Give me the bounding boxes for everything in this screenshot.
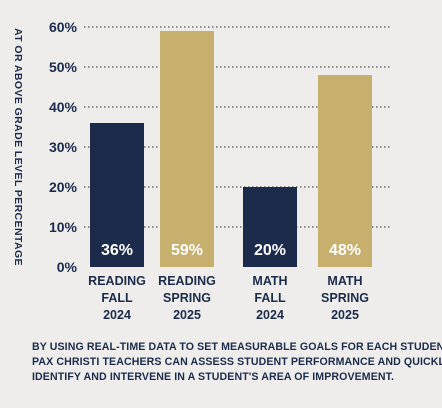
data-label: 59%	[171, 242, 203, 259]
bar	[160, 31, 214, 267]
bar	[243, 187, 297, 267]
caption-line: PAX CHRISTI TEACHERS CAN ASSESS STUDENT …	[32, 356, 442, 368]
caption: BY USING REAL-TIME DATA TO SET MEASURABL…	[32, 340, 442, 385]
caption-line: BY USING REAL-TIME DATA TO SET MEASURABL…	[32, 341, 442, 353]
x-tick-label: SPRING	[321, 291, 369, 305]
x-tick-label: 2025	[173, 308, 201, 322]
x-tick-label: SPRING	[163, 291, 211, 305]
x-tick-label: READING	[158, 274, 216, 288]
bar-chart: 0% 10% 20% 30% 40% 50% 60% AT OR ABOVE GRADE LE…	[12, 19, 390, 322]
x-tick-label: 2024	[103, 308, 131, 322]
data-label: 20%	[254, 242, 286, 259]
y-tick-label: 10%	[49, 219, 78, 235]
y-tick-label: 50%	[49, 59, 78, 75]
y-tick-label: 0%	[57, 259, 78, 275]
y-tick-label: 60%	[49, 19, 78, 35]
x-tick-label: FALL	[101, 291, 133, 305]
data-label: 48%	[329, 242, 361, 259]
y-tick-label: 30%	[49, 139, 78, 155]
x-tick-label: 2024	[256, 308, 284, 322]
x-tick-label: MATH	[252, 274, 287, 288]
bar	[90, 123, 144, 267]
x-tick-label: FALL	[254, 291, 286, 305]
x-tick-label: 2025	[331, 308, 359, 322]
y-tick-label: 40%	[49, 99, 78, 115]
y-axis-title: AT OR ABOVE GRADE LEVEL PERCENTAGE	[12, 28, 24, 266]
y-tick-label: 20%	[49, 179, 78, 195]
data-label: 36%	[101, 242, 133, 259]
caption-line: IDENTIFY AND INTERVENE IN A STUDENT'S AR…	[32, 371, 395, 383]
x-tick-label: READING	[88, 274, 146, 288]
x-tick-label: MATH	[327, 274, 362, 288]
bar	[318, 75, 372, 267]
